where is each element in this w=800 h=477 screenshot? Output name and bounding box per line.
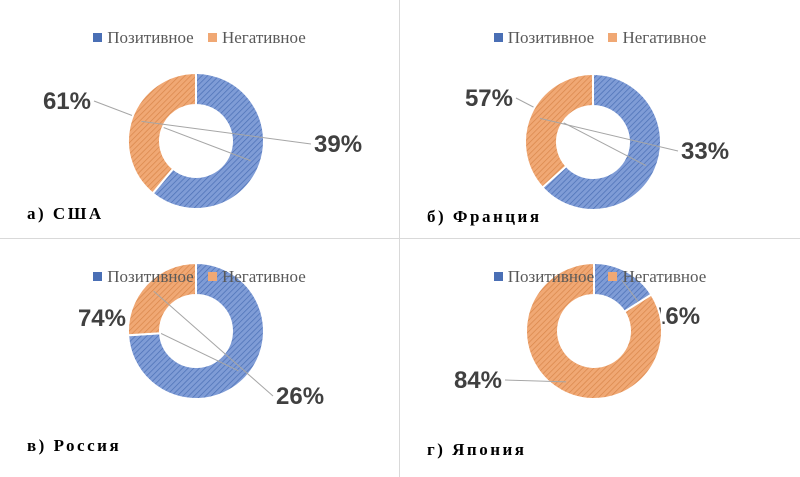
panel-label: г) Япония <box>427 440 527 459</box>
chart-legend: Позитивное Негативное <box>400 28 800 48</box>
leader-line <box>504 379 567 383</box>
data-label: 33% <box>681 138 729 165</box>
legend-swatch-positive <box>493 33 503 42</box>
legend-swatch-negative <box>207 272 217 281</box>
legend-label: Негативное <box>622 267 707 286</box>
data-label: 61% <box>43 88 91 115</box>
slice-positive <box>127 261 265 400</box>
chart-legend: Позитивное Негативное <box>0 28 399 48</box>
legend-swatch-positive <box>93 272 103 281</box>
legend-label: Позитивное <box>107 267 194 286</box>
legend-label: Позитивное <box>507 267 595 286</box>
grid-divider-horizontal <box>0 238 800 239</box>
data-label: 84% <box>454 367 502 394</box>
legend-item-positive: Позитивное <box>493 267 595 287</box>
donut-chart: 74% 26% <box>78 261 324 410</box>
leader-line <box>93 100 251 162</box>
chart-panel-russia: 74% 26% Позитивное Негативное в) Россия <box>0 239 399 477</box>
slice-negative <box>127 71 197 195</box>
legend-item-positive: Позитивное <box>93 28 194 48</box>
chart-panel-usa: 61% 39% Позитивное Негативное а) США <box>0 0 399 238</box>
legend-item-negative: Негативное <box>608 267 706 287</box>
legend-label: Позитивное <box>107 28 194 47</box>
chart-legend: Позитивное Негативное <box>0 267 399 287</box>
leader-line <box>141 120 312 145</box>
legend-label: Негативное <box>622 28 707 47</box>
legend-item-negative: Негативное <box>207 267 306 287</box>
donut-chart: 57% 33% <box>465 72 729 211</box>
data-label: 26% <box>276 383 324 410</box>
slice-positive <box>541 72 662 211</box>
panel-label: в) Россия <box>27 436 122 455</box>
leader-line <box>539 117 679 152</box>
slice-negative <box>524 72 594 189</box>
data-label: 57% <box>465 85 513 112</box>
panel-label: а) США <box>27 204 104 223</box>
chart-legend: Позитивное Негативное <box>400 267 800 287</box>
legend-item-positive: Позитивное <box>493 28 595 48</box>
legend-item-positive: Позитивное <box>93 267 194 287</box>
data-label: 74% <box>78 305 126 332</box>
legend-label: Негативное <box>221 28 306 47</box>
chart-panel-japan: 16% 84% Позитивное Негативное г) Япония <box>400 239 800 477</box>
legend-label: Позитивное <box>507 28 595 47</box>
legend-swatch-negative <box>608 272 618 281</box>
data-label: 39% <box>314 131 362 158</box>
donut-chart: 16%84% <box>454 261 700 400</box>
legend-swatch-negative <box>207 33 217 42</box>
panel-label: б) Франция <box>427 207 542 226</box>
legend-label: Негативное <box>221 267 306 286</box>
legend-swatch-negative <box>608 33 618 42</box>
slice-negative <box>525 261 663 400</box>
donut-chart: 61% 39% <box>43 71 362 210</box>
legend-swatch-positive <box>93 33 103 42</box>
legend-item-negative: Негативное <box>608 28 706 48</box>
chart-panel-france: 57% 33% Позитивное Негативное б) Франция <box>400 0 800 238</box>
legend-swatch-positive <box>493 272 503 281</box>
legend-item-negative: Негативное <box>207 28 306 48</box>
leader-line <box>153 290 274 397</box>
